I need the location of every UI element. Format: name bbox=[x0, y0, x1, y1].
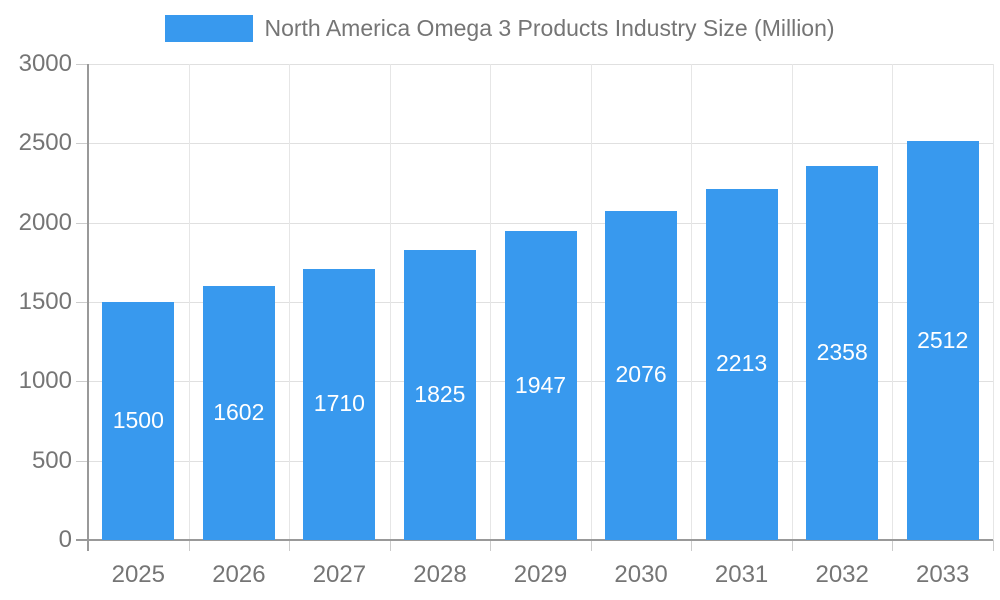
y-axis-label: 1500 bbox=[18, 288, 72, 315]
y-axis-label: 2500 bbox=[18, 129, 72, 156]
bar-2029[interactable]: 1947 bbox=[504, 231, 577, 540]
y-axis-tick bbox=[76, 64, 88, 65]
y-axis-label: 0 bbox=[58, 526, 72, 553]
bar-value-label: 1825 bbox=[414, 381, 466, 408]
x-axis-tick bbox=[390, 540, 391, 551]
x-axis-tick bbox=[289, 540, 290, 551]
bar-2030[interactable]: 2076 bbox=[605, 210, 678, 540]
x-axis-label: 2028 bbox=[413, 561, 467, 588]
bar-value-label: 1602 bbox=[213, 398, 265, 425]
gridline-horizontal bbox=[88, 223, 993, 224]
x-axis-line bbox=[76, 539, 993, 541]
legend-swatch-icon bbox=[165, 15, 254, 42]
gridline-vertical bbox=[691, 64, 692, 540]
bar-2025[interactable]: 1500 bbox=[102, 302, 175, 540]
y-axis-tick bbox=[76, 381, 88, 382]
bar-2032[interactable]: 2358 bbox=[806, 165, 879, 540]
gridline-vertical bbox=[490, 64, 491, 540]
bar-value-label: 1710 bbox=[313, 390, 365, 417]
y-axis-label: 500 bbox=[31, 447, 72, 474]
x-axis-tick bbox=[993, 540, 994, 551]
legend-label: North America Omega 3 Products Industry … bbox=[264, 15, 835, 41]
x-axis-label: 2032 bbox=[815, 561, 869, 588]
x-axis-tick bbox=[189, 540, 190, 551]
y-axis-label: 2000 bbox=[18, 209, 72, 236]
x-axis-label: 2029 bbox=[513, 561, 568, 588]
legend[interactable]: North America Omega 3 Products Industry … bbox=[0, 15, 1000, 42]
gridline-horizontal bbox=[88, 143, 993, 144]
gridline-vertical bbox=[390, 64, 391, 540]
gridline-vertical bbox=[892, 64, 893, 540]
x-axis-tick bbox=[691, 540, 692, 551]
x-axis-label: 2031 bbox=[714, 561, 769, 588]
x-axis-tick bbox=[792, 540, 793, 551]
bar-2031[interactable]: 2213 bbox=[705, 188, 778, 540]
bar-value-label: 1947 bbox=[514, 371, 567, 398]
x-axis-tick bbox=[490, 540, 491, 551]
x-axis-label: 2030 bbox=[614, 561, 668, 588]
y-axis-label: 3000 bbox=[18, 50, 72, 77]
y-axis-label: 1000 bbox=[18, 367, 72, 394]
y-axis-tick bbox=[76, 461, 88, 462]
bar-value-label: 2512 bbox=[917, 326, 969, 353]
bar-2027[interactable]: 1710 bbox=[303, 268, 376, 540]
y-axis-tick bbox=[76, 223, 88, 224]
y-axis-line bbox=[87, 64, 89, 551]
gridline-horizontal bbox=[88, 64, 993, 65]
x-axis-tick bbox=[591, 540, 592, 551]
x-axis-label: 2027 bbox=[312, 561, 367, 588]
x-axis-tick bbox=[892, 540, 893, 551]
bar-value-label: 1500 bbox=[112, 407, 164, 433]
gridline-vertical bbox=[289, 64, 290, 540]
y-axis-tick bbox=[76, 302, 88, 303]
x-axis-label: 2026 bbox=[212, 561, 266, 588]
y-axis-tick bbox=[76, 143, 88, 144]
x-axis-label: 2025 bbox=[111, 561, 165, 588]
bar-value-label: 2076 bbox=[615, 361, 667, 388]
bar-2028[interactable]: 1825 bbox=[403, 250, 476, 540]
bar-2026[interactable]: 1602 bbox=[202, 285, 275, 540]
gridline-vertical bbox=[189, 64, 190, 540]
x-axis-label: 2033 bbox=[915, 561, 970, 588]
gridline-vertical bbox=[591, 64, 592, 540]
gridline-vertical bbox=[993, 64, 994, 540]
gridline-vertical bbox=[792, 64, 793, 540]
bar-2033[interactable]: 2512 bbox=[906, 141, 979, 540]
bar-value-label: 2213 bbox=[716, 350, 768, 377]
bar-value-label: 2358 bbox=[816, 338, 868, 365]
